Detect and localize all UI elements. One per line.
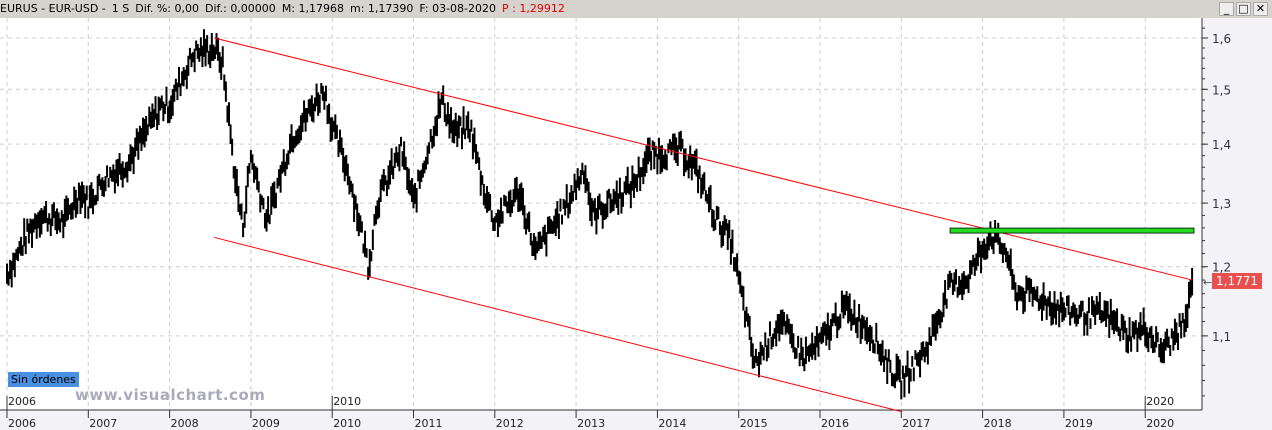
x-tick-label: 2012 bbox=[496, 417, 524, 430]
x-tick-label: 2011 bbox=[415, 417, 443, 430]
x-tick-label: 2017 bbox=[902, 417, 930, 430]
x-tick-label: 2018 bbox=[984, 417, 1012, 430]
y-tick-label: 1,6 bbox=[1212, 32, 1231, 46]
max: M: 1,17968 bbox=[281, 2, 344, 15]
trendline bbox=[214, 37, 1193, 281]
x-tick-label: 2016 bbox=[821, 417, 849, 430]
y-tick-label: 1,3 bbox=[1212, 197, 1231, 211]
trendline bbox=[214, 236, 902, 413]
y-axis-area bbox=[1202, 18, 1272, 430]
dif-pct: Dif. %: 0,00 bbox=[135, 2, 200, 15]
y-tick-label: 1,5 bbox=[1212, 83, 1231, 97]
y-tick-label: 1,4 bbox=[1212, 138, 1231, 152]
x-tick-label: 2014 bbox=[658, 417, 686, 430]
y-tick-label: 1,1 bbox=[1212, 330, 1231, 344]
y-tick-label: 1,2 bbox=[1212, 261, 1231, 275]
x-tick-label: 2020 bbox=[1146, 417, 1174, 430]
support-band bbox=[949, 227, 1195, 234]
x-tick-label: 2009 bbox=[252, 417, 280, 430]
last-price-arrow: ← bbox=[1203, 276, 1212, 289]
x-tick-label: 2006 bbox=[8, 417, 36, 430]
maximize-button[interactable]: □ bbox=[1236, 2, 1251, 16]
chart-header: EURUS - EUR-USD - 1 S Dif. %: 0,00 Dif.: 0,… bbox=[0, 0, 1272, 18]
last-price-label: 1,1771 bbox=[1212, 273, 1262, 289]
x-tick-label: 2013 bbox=[577, 417, 605, 430]
x-tick-label: 2008 bbox=[171, 417, 199, 430]
upper-tick-label: 2010 bbox=[333, 395, 361, 408]
symbol: EURUS - EUR-USD - bbox=[0, 2, 106, 15]
x-tick-label: 2007 bbox=[89, 417, 117, 430]
min: m: 1,17390 bbox=[350, 2, 414, 15]
upper-tick-label: 2020 bbox=[1146, 395, 1174, 408]
x-tick-label: 2019 bbox=[1065, 417, 1093, 430]
dif: Dif.: 0,00000 bbox=[205, 2, 276, 15]
orders-badge[interactable]: Sin órdenes bbox=[8, 372, 79, 387]
close-button[interactable]: ✕ bbox=[1253, 2, 1268, 16]
minimize-button[interactable]: _ bbox=[1219, 2, 1234, 16]
price-series bbox=[6, 29, 1194, 400]
x-tick-label: 2015 bbox=[740, 417, 768, 430]
upper-tick-label: 2006 bbox=[8, 395, 36, 408]
period: 1 S bbox=[111, 2, 130, 15]
p-value: P : 1,29912 bbox=[502, 2, 565, 15]
x-tick-label: 2010 bbox=[333, 417, 361, 430]
watermark: www.visualchart.com bbox=[75, 386, 266, 404]
date: F: 03-08-2020 bbox=[419, 2, 497, 15]
